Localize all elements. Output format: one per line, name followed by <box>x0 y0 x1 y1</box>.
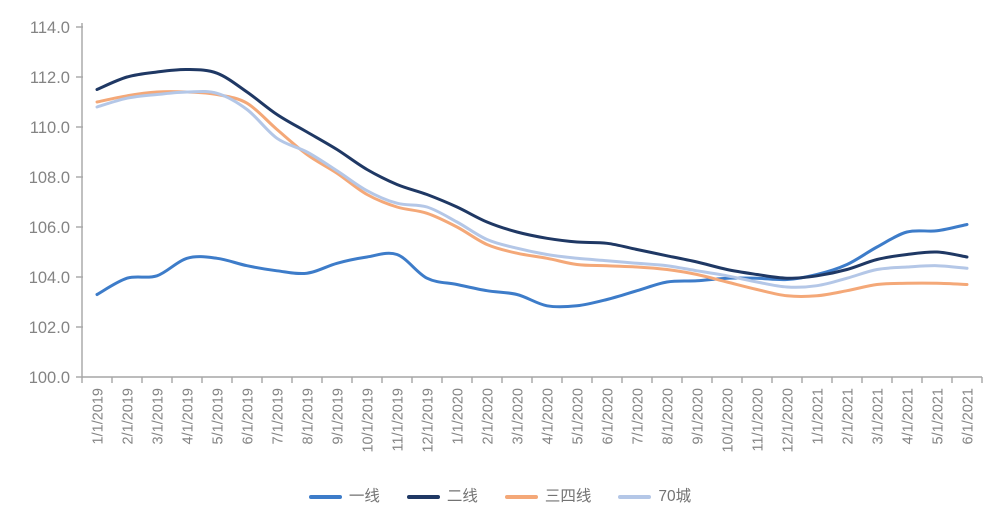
x-axis-label: 5/1/2020 <box>571 388 587 444</box>
x-axis-label: 1/1/2020 <box>451 388 467 444</box>
x-axis-label: 4/1/2020 <box>541 388 557 444</box>
x-axis-label: 12/1/2019 <box>421 388 437 453</box>
legend-item-3: 70城 <box>618 489 691 505</box>
x-axis-label: 4/1/2019 <box>181 388 197 444</box>
x-axis-label: 12/1/2020 <box>781 388 797 453</box>
x-axis-label: 5/1/2019 <box>211 388 227 444</box>
x-axis-label: 11/1/2019 <box>391 388 407 451</box>
legend-label: 70城 <box>658 488 692 505</box>
legend-swatch-icon <box>618 495 652 499</box>
series-line-2 <box>95 90 969 298</box>
y-axis-label: 112.0 <box>30 69 70 87</box>
y-axis-label: 114.0 <box>30 19 70 37</box>
y-axis-label: 110.0 <box>30 119 70 137</box>
legend-label: 一线 <box>348 488 380 505</box>
x-axis-label: 7/1/2020 <box>631 388 647 444</box>
x-axis-label: 9/1/2020 <box>691 388 707 444</box>
x-axis-label: 5/1/2021 <box>931 388 947 444</box>
x-axis-label: 6/1/2020 <box>601 388 617 444</box>
x-axis-label: 1/1/2019 <box>91 388 107 444</box>
x-axis-label: 1/1/2021 <box>811 388 827 444</box>
x-axis-label: 7/1/2019 <box>271 388 287 444</box>
y-axis-label: 106.0 <box>29 219 70 237</box>
legend-swatch-icon <box>406 495 440 499</box>
legend-label: 二线 <box>446 488 478 505</box>
x-axis-label: 2/1/2020 <box>481 388 497 444</box>
series-line-3 <box>95 89 969 289</box>
x-axis-label: 10/1/2020 <box>721 388 737 453</box>
x-axis-label: 9/1/2019 <box>331 388 347 444</box>
x-axis-label: 4/1/2021 <box>901 388 917 444</box>
x-axis-label: 8/1/2020 <box>661 388 677 444</box>
x-axis-label: 3/1/2020 <box>511 388 527 444</box>
y-axis-label: 108.0 <box>29 169 70 187</box>
x-axis-label: 3/1/2019 <box>151 388 167 444</box>
x-axis-label: 11/1/2020 <box>751 388 767 451</box>
legend-swatch-icon <box>308 495 342 499</box>
x-axis-label: 2/1/2021 <box>841 388 857 444</box>
series-line-1 <box>95 67 969 280</box>
x-axis-label: 6/1/2019 <box>241 388 257 444</box>
y-axis-label: 104.0 <box>29 269 70 287</box>
legend-label: 三四线 <box>544 488 592 505</box>
legend-item-0: 一线 <box>308 488 380 505</box>
x-axis-label: 2/1/2019 <box>121 388 137 444</box>
y-axis-label: 102.0 <box>29 319 70 337</box>
legend-item-2: 三四线 <box>504 488 592 505</box>
x-axis-label: 8/1/2019 <box>301 388 317 444</box>
x-axis-label: 10/1/2019 <box>361 388 377 453</box>
x-axis-label: 3/1/2021 <box>871 388 887 444</box>
x-axis-label: 6/1/2021 <box>961 388 977 444</box>
legend: 一线 二线 三四线 70城 <box>0 489 1000 505</box>
legend-swatch-icon <box>504 495 538 499</box>
legend-item-1: 二线 <box>406 488 478 505</box>
y-axis-label: 100.0 <box>29 369 70 387</box>
series-line-0 <box>95 223 969 309</box>
